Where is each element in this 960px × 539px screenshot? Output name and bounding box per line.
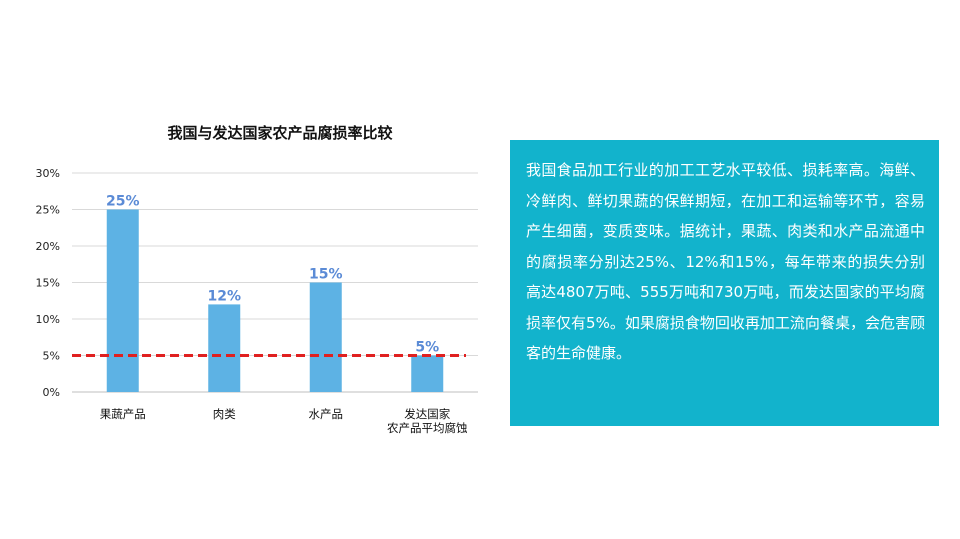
category-label: 农产品平均腐蚀 [387, 421, 468, 435]
bar-chart: 0% 5% 10% 15% 20% 25% 30% 25% 果蔬产品 12% 肉类 15% 水产品 5% 发… [36, 167, 478, 435]
y-tick-label: 25% [36, 204, 60, 217]
category-label: 肉类 [213, 407, 236, 421]
description-panel: 我国食品加工行业的加工工艺水平较低、损耗率高。海鲜、冷鲜肉、鲜切果蔬的保鲜期短，… [510, 140, 939, 426]
y-tick-label: 15% [36, 277, 60, 290]
y-tick-label: 0% [43, 386, 60, 399]
y-tick-label: 20% [36, 240, 60, 253]
chart-title: 我国与发达国家农产品腐损率比较 [167, 124, 393, 142]
bar [309, 282, 342, 392]
bar [208, 304, 241, 392]
y-tick-label: 10% [36, 313, 60, 326]
category-label: 发达国家 [404, 407, 450, 421]
data-label: 15% [309, 267, 343, 283]
bar [106, 209, 139, 392]
category-label: 水产品 [309, 407, 344, 421]
data-label: 5% [415, 340, 439, 356]
bar [411, 355, 444, 392]
description-text: 我国食品加工行业的加工工艺水平较低、损耗率高。海鲜、冷鲜肉、鲜切果蔬的保鲜期短，… [526, 161, 925, 362]
category-label: 果蔬产品 [100, 407, 146, 421]
chart-area: 我国与发达国家农产品腐损率比较 0% 5% 10% 15% 20% 25% 30% 25% 果蔬… [36, 124, 478, 435]
y-tick-label: 30% [36, 167, 60, 180]
y-tick-label: 5% [43, 350, 60, 363]
data-label: 25% [106, 194, 140, 210]
data-label: 12% [207, 288, 241, 304]
